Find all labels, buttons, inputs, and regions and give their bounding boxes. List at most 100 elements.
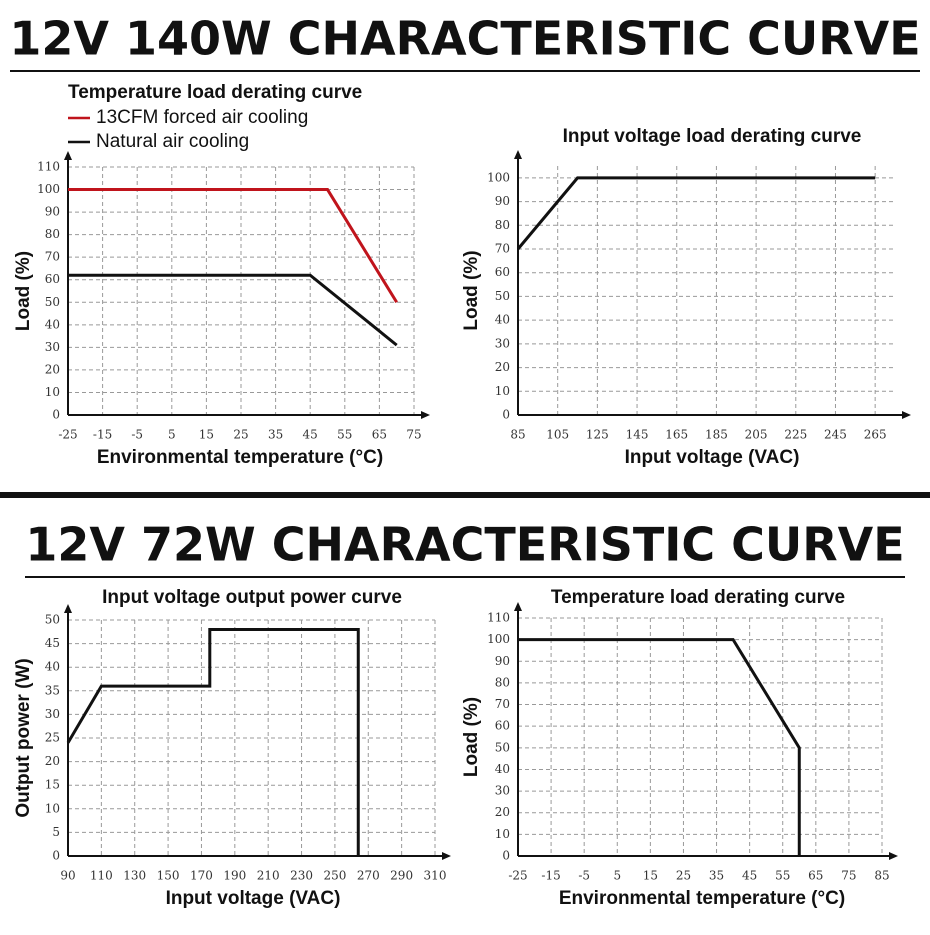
y-tick-label: 80 — [495, 675, 510, 689]
y-tick-label: 90 — [495, 654, 510, 668]
x-tick-label: 145 — [626, 428, 649, 442]
y-tick-label: 110 — [37, 160, 60, 174]
x-tick-label: 85 — [510, 428, 525, 442]
y-axis-arrow — [514, 150, 522, 159]
x-tick-label: -25 — [508, 869, 527, 883]
x-tick-label: 150 — [157, 869, 180, 883]
y-tick-label: 70 — [495, 697, 510, 711]
x-axis-arrow — [421, 411, 430, 419]
y-tick-label: 100 — [487, 170, 510, 184]
y-tick-label: 20 — [45, 362, 60, 376]
x-tick-label: 230 — [290, 869, 313, 883]
x-tick-label: 5 — [168, 428, 176, 442]
x-axis-label: Input voltage (VAC) — [625, 447, 800, 468]
x-tick-label: 5 — [613, 869, 621, 883]
y-axis-label: Load (%) — [13, 251, 34, 331]
x-tick-label: -25 — [58, 428, 77, 442]
data-line — [518, 638, 801, 856]
y-tick-label: 50 — [45, 613, 60, 627]
y-tick-label: 0 — [52, 849, 60, 863]
y-tick-label: 40 — [45, 317, 60, 331]
y-tick-label: 60 — [495, 265, 510, 279]
y-tick-label: 10 — [495, 827, 510, 841]
y-tick-label: 25 — [45, 731, 60, 745]
x-tick-label: 265 — [864, 428, 887, 442]
y-tick-label: 30 — [495, 336, 510, 350]
y-tick-label: 40 — [45, 660, 60, 674]
data-line — [68, 188, 398, 304]
y-tick-label: 0 — [52, 408, 60, 422]
x-tick-label: -15 — [93, 428, 112, 442]
y-axis-label: Load (%) — [461, 697, 482, 777]
section-separator — [0, 492, 930, 498]
y-tick-label: 50 — [495, 740, 510, 754]
x-tick-label: 310 — [424, 869, 447, 883]
chart-title: Input voltage load derating curve — [563, 126, 862, 147]
x-tick-label: 35 — [268, 428, 283, 442]
y-axis-arrow — [64, 151, 72, 160]
y-tick-label: 10 — [45, 385, 60, 399]
y-tick-label: 10 — [495, 384, 510, 398]
x-tick-label: -5 — [578, 869, 590, 883]
y-axis-arrow — [514, 602, 522, 611]
y-axis-arrow — [64, 604, 72, 613]
y-tick-label: 30 — [495, 784, 510, 798]
x-tick-label: 15 — [199, 428, 214, 442]
y-tick-label: 50 — [45, 295, 60, 309]
y-tick-label: 70 — [495, 242, 510, 256]
x-tick-label: -15 — [541, 869, 560, 883]
y-tick-label: 80 — [495, 218, 510, 232]
x-tick-label: 125 — [586, 428, 609, 442]
chart-title: Temperature load derating curve — [551, 587, 845, 608]
x-tick-label: 110 — [90, 869, 113, 883]
x-tick-label: 85 — [874, 869, 889, 883]
x-tick-label: 90 — [60, 869, 75, 883]
y-tick-label: 40 — [495, 762, 510, 776]
y-tick-label: 60 — [45, 272, 60, 286]
x-tick-label: 35 — [709, 869, 724, 883]
x-tick-label: 105 — [546, 428, 569, 442]
x-tick-label: 75 — [841, 869, 856, 883]
y-tick-label: 90 — [495, 194, 510, 208]
chart-title: Temperature load derating curve — [68, 82, 362, 103]
y-tick-label: 100 — [487, 632, 510, 646]
y-tick-label: 20 — [495, 805, 510, 819]
x-tick-label: 245 — [824, 428, 847, 442]
data-line — [68, 273, 398, 347]
y-tick-label: 20 — [45, 754, 60, 768]
x-axis-arrow — [902, 411, 911, 419]
y-axis-label: Load (%) — [461, 250, 482, 330]
x-tick-label: 130 — [123, 869, 146, 883]
x-tick-label: 225 — [784, 428, 807, 442]
x-axis-label: Environmental temperature (°C) — [559, 888, 845, 909]
y-tick-label: 15 — [45, 778, 60, 792]
y-tick-label: 40 — [495, 313, 510, 327]
x-tick-label: 25 — [233, 428, 248, 442]
y-tick-label: 10 — [45, 801, 60, 815]
x-tick-label: 290 — [390, 869, 413, 883]
y-tick-label: 45 — [45, 636, 60, 650]
legend-label: 13CFM forced air cooling — [96, 107, 308, 128]
x-tick-label: 55 — [337, 428, 352, 442]
x-tick-label: 190 — [223, 869, 246, 883]
x-axis-label: Environmental temperature (°C) — [97, 447, 383, 468]
y-tick-label: 0 — [502, 408, 510, 422]
x-tick-label: 205 — [745, 428, 768, 442]
x-tick-label: 75 — [406, 428, 421, 442]
data-line — [66, 627, 360, 856]
legend-label: Natural air cooling — [96, 131, 249, 152]
x-tick-label: 165 — [665, 428, 688, 442]
y-tick-label: 60 — [495, 719, 510, 733]
y-tick-label: 30 — [45, 340, 60, 354]
x-axis-arrow — [889, 852, 898, 860]
x-tick-label: 250 — [323, 869, 346, 883]
y-tick-label: 100 — [37, 182, 60, 196]
x-axis-arrow — [442, 852, 451, 860]
y-tick-label: 20 — [495, 360, 510, 374]
x-tick-label: 15 — [643, 869, 658, 883]
data-line — [516, 176, 876, 250]
x-tick-label: 45 — [742, 869, 757, 883]
x-tick-label: 45 — [303, 428, 318, 442]
x-tick-label: -5 — [131, 428, 143, 442]
